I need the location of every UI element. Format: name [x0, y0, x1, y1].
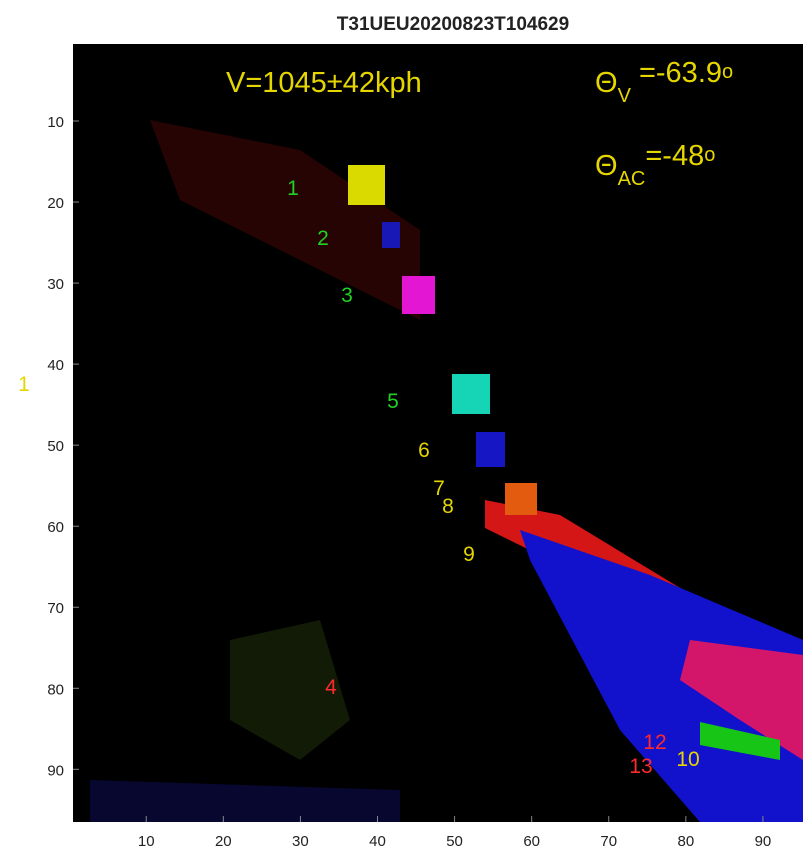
y-tick-label: 30: [47, 276, 64, 293]
annotation-part: AC: [618, 168, 646, 190]
chart-title: T31UEU20200823T104629: [337, 14, 569, 35]
annotation-part: =-63.9: [631, 57, 722, 89]
annotation-part: Θ: [595, 150, 618, 182]
x-tick-label: 90: [755, 833, 772, 850]
y-tick-label: 70: [47, 600, 64, 617]
x-tick-label: 80: [677, 833, 694, 850]
point-label: 9: [463, 543, 475, 566]
annotation: ΘV =-63.9o: [595, 57, 733, 107]
annotation-part: V: [618, 85, 632, 107]
point-label: 5: [387, 390, 399, 413]
point-label: 12: [643, 731, 666, 754]
annotation-part: o: [704, 144, 715, 166]
y-tick-label: 40: [47, 357, 64, 374]
point-label: 7: [433, 477, 445, 500]
x-tick-label: 20: [215, 833, 232, 850]
annotation-part: V=1045±42kph: [226, 67, 422, 99]
y-tick-label: 10: [47, 114, 64, 131]
annotation-part: Θ: [595, 67, 618, 99]
point-label: 8: [442, 495, 454, 518]
point-label: 1: [18, 373, 30, 396]
annotation: V=1045±42kph: [226, 67, 422, 99]
image-content: [90, 120, 803, 822]
y-tick-label: 90: [47, 762, 64, 779]
annotation-part: =-48: [645, 140, 704, 172]
point-label: 3: [341, 284, 353, 307]
x-tick-label: 30: [292, 833, 309, 850]
x-tick-label: 50: [446, 833, 463, 850]
x-tick-label: 10: [138, 833, 155, 850]
x-tick-label: 70: [600, 833, 617, 850]
x-tick-label: 40: [369, 833, 386, 850]
x-tick-label: 60: [523, 833, 540, 850]
y-tick-label: 50: [47, 438, 64, 455]
point-label: 2: [317, 227, 329, 250]
point-label: 6: [418, 439, 430, 462]
point-label: 1: [287, 177, 299, 200]
point-label: 13: [629, 755, 652, 778]
y-tick-label: 80: [47, 681, 64, 698]
y-tick-label: 20: [47, 195, 64, 212]
y-tick-label: 60: [47, 519, 64, 536]
point-label: 4: [325, 676, 337, 699]
annotation-part: o: [722, 61, 733, 83]
annotation: ΘAC=-48o: [595, 140, 715, 190]
point-label: 10: [676, 748, 699, 771]
